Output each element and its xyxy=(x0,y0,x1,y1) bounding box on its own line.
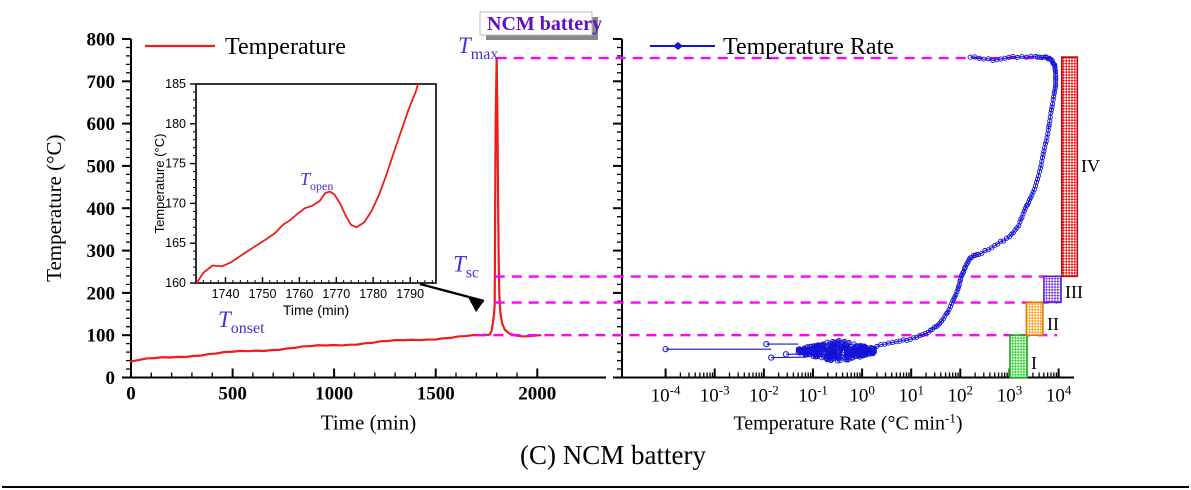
svg-text:175: 175 xyxy=(165,157,186,171)
svg-text:Temperature (°C): Temperature (°C) xyxy=(42,134,66,281)
svg-text:II: II xyxy=(1047,314,1059,334)
svg-text:170: 170 xyxy=(165,196,186,210)
svg-text:100: 100 xyxy=(87,326,116,347)
svg-text:600: 600 xyxy=(87,114,116,135)
svg-text:1760: 1760 xyxy=(285,287,313,301)
svg-text:0: 0 xyxy=(106,368,116,389)
svg-text:165: 165 xyxy=(165,236,186,250)
svg-text:185: 185 xyxy=(165,77,186,91)
svg-text:I: I xyxy=(1031,353,1037,373)
svg-text:Temperature: Temperature xyxy=(225,34,346,60)
svg-text:1000: 1000 xyxy=(315,384,353,405)
svg-text:500: 500 xyxy=(87,156,116,177)
svg-text:Temperature (°C): Temperature (°C) xyxy=(152,134,167,234)
svg-text:Time (min): Time (min) xyxy=(283,302,349,318)
svg-text:1770: 1770 xyxy=(322,287,350,301)
svg-text:1500: 1500 xyxy=(417,384,455,405)
svg-text:700: 700 xyxy=(87,72,116,93)
svg-text:1780: 1780 xyxy=(359,287,387,301)
svg-text:III: III xyxy=(1065,282,1083,302)
svg-text:400: 400 xyxy=(87,199,116,220)
svg-text:160: 160 xyxy=(165,276,186,290)
svg-text:1750: 1750 xyxy=(249,287,277,301)
svg-text:800: 800 xyxy=(87,30,116,51)
svg-text:Temperature Rate: Temperature Rate xyxy=(723,34,894,60)
svg-text:200: 200 xyxy=(87,283,116,304)
svg-text:IV: IV xyxy=(1081,156,1100,176)
svg-text:Temperature Rate (°C min-1): Temperature Rate (°C min-1) xyxy=(733,410,962,435)
svg-text:(C) NCM battery: (C) NCM battery xyxy=(520,440,706,470)
svg-text:NCM battery: NCM battery xyxy=(487,13,602,35)
svg-text:2000: 2000 xyxy=(518,384,556,405)
svg-text:180: 180 xyxy=(165,117,186,131)
svg-text:1790: 1790 xyxy=(396,287,424,301)
svg-text:0: 0 xyxy=(126,384,136,405)
svg-text:500: 500 xyxy=(218,384,247,405)
svg-text:300: 300 xyxy=(87,241,116,262)
svg-text:1740: 1740 xyxy=(212,287,240,301)
svg-text:Time (min): Time (min) xyxy=(321,411,416,435)
